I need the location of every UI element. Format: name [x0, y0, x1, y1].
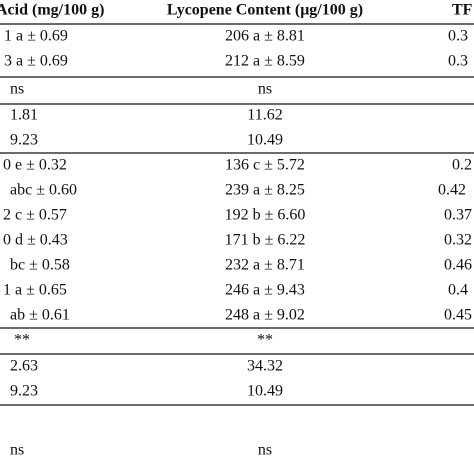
cell: 232 a ± 8.71 — [225, 257, 305, 274]
cell: 192 b ± 6.60 — [225, 207, 306, 224]
cell: 1 a ± 0.69 — [4, 28, 68, 45]
cell: 0.45 — [444, 307, 472, 324]
cell: 0 e ± 0.32 — [3, 157, 67, 174]
cell: ** — [257, 332, 273, 349]
cell: bc ± 0.58 — [10, 257, 70, 274]
cell: 11.62 — [247, 107, 282, 124]
cell: 206 a ± 8.81 — [225, 28, 305, 45]
cell: 246 a ± 9.43 — [225, 282, 305, 299]
cell: 136 c ± 5.72 — [225, 157, 305, 174]
cell: 0.4 — [448, 282, 468, 299]
cell: Acid (mg/100 g) — [0, 2, 104, 19]
cell: 3 a ± 0.69 — [4, 53, 68, 70]
cell: 0.3 — [448, 53, 468, 70]
cell: 34.32 — [247, 358, 283, 375]
cell: 239 a ± 8.25 — [225, 182, 305, 199]
cell: ab ± 0.61 — [10, 307, 70, 324]
cell: 248 a ± 9.02 — [225, 307, 305, 324]
cell: 0.32 — [444, 232, 472, 249]
cell: 212 a ± 8.59 — [225, 53, 305, 70]
cell: 0.3 — [448, 28, 468, 45]
cell: Lycopene Content (μg/100 g) — [167, 2, 363, 19]
cell: 2 c ± 0.57 — [3, 207, 67, 224]
cell: 9.23 — [10, 132, 38, 149]
cell: abc ± 0.60 — [10, 182, 77, 199]
cell: 1 a ± 0.65 — [3, 282, 67, 299]
cell: 0 d ± 0.43 — [3, 232, 68, 249]
cell: 0.37 — [444, 207, 472, 224]
cell: ns — [10, 81, 24, 98]
cell: 0.42 — [438, 182, 466, 199]
cell: 171 b ± 6.22 — [225, 232, 306, 249]
cell: 1.81 — [10, 107, 38, 124]
cell: TF — [452, 2, 473, 19]
cell: ns — [258, 442, 272, 459]
cell: ns — [10, 442, 24, 459]
cell: 0.2 — [452, 157, 472, 174]
cell: 0.46 — [444, 257, 472, 274]
cell: 2.63 — [10, 358, 38, 375]
cell: 9.23 — [10, 383, 38, 400]
cell: 10.49 — [247, 383, 283, 400]
cell: 10.49 — [247, 132, 283, 149]
cell: ns — [258, 81, 272, 98]
cell: ** — [14, 332, 30, 349]
